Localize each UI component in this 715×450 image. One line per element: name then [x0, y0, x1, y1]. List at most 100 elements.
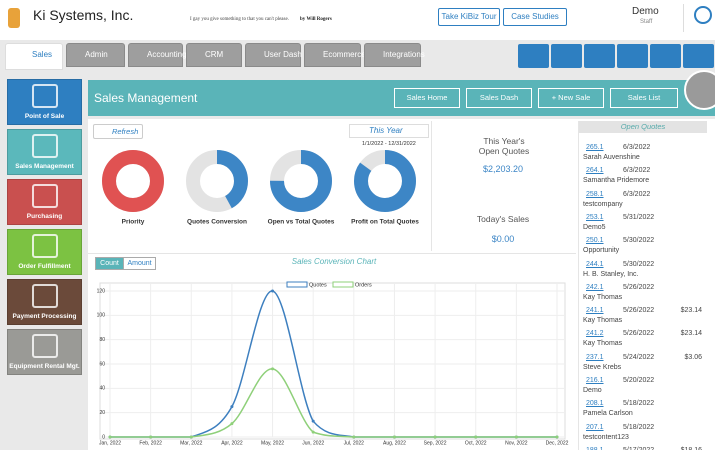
tab[interactable]: User Dash — [245, 43, 302, 67]
quote-date: 5/31/2022 — [623, 213, 655, 221]
tile-icon — [32, 334, 58, 358]
toggle-active[interactable]: Count — [95, 257, 124, 270]
toggle[interactable]: Amount — [123, 257, 156, 270]
y-tick-label: 100 — [97, 313, 106, 319]
y-tick-label: 80 — [99, 337, 105, 343]
quote-amount: $3.06 — [684, 353, 702, 361]
sidebar-tile[interactable]: Order Fulfillment — [7, 229, 82, 275]
x-tick-label: Jul, 2022 — [344, 440, 365, 446]
x-tick-label: Oct, 2022 — [465, 440, 487, 446]
y-tick-label: 60 — [99, 361, 105, 367]
x-tick-label: Sep, 2022 — [424, 440, 447, 446]
quote-date: 5/20/2022 — [623, 377, 655, 384]
y-tick-label: 40 — [99, 386, 105, 392]
point — [555, 435, 559, 439]
period-select[interactable]: This Year — [349, 124, 429, 138]
tab[interactable]: Ecommerce — [304, 43, 366, 67]
legend-label: Quotes — [309, 282, 327, 288]
quote-amount: $23.14 — [680, 307, 702, 315]
x-tick-label: Jun, 2022 — [302, 440, 324, 446]
toolbar-icon[interactable] — [518, 44, 549, 68]
user-name: Demo — [632, 6, 659, 17]
tab[interactable]: Integrations — [364, 43, 425, 67]
tab[interactable]: Accounting — [128, 43, 187, 67]
quote-name: Sarah Auvenshine — [583, 154, 640, 161]
toolbar-icon[interactable] — [584, 44, 615, 68]
quote-number[interactable]: 241.1 — [586, 307, 604, 315]
x-tick-label: Apr, 2022 — [221, 440, 243, 446]
quote-number[interactable]: 237.1 — [586, 353, 604, 361]
quote-name: Pamela Carlson — [583, 410, 633, 418]
x-tick-label: Jan, 2022 — [99, 440, 121, 446]
quote-number[interactable]: 216.1 — [586, 377, 604, 384]
toolbar-icon[interactable] — [617, 44, 648, 68]
toolbar-icon[interactable] — [683, 44, 714, 68]
x-tick-label: Feb, 2022 — [139, 440, 162, 446]
point — [392, 435, 396, 439]
panel-title: Sales Management — [94, 91, 198, 105]
sidebar-tile[interactable]: Purchasing — [7, 179, 82, 225]
donut-label: Quotes Conversion — [187, 219, 247, 226]
tile-icon — [32, 234, 58, 258]
quote-name: testcontent123 — [583, 433, 629, 441]
quote-name: Demo5 — [583, 223, 606, 231]
panel-button[interactable]: + New Sale — [538, 88, 604, 108]
point — [271, 367, 275, 371]
tile-label: Payment Processing — [12, 313, 77, 320]
quote-number[interactable]: 188.1 — [586, 447, 604, 450]
panel-button[interactable]: Sales Home — [394, 88, 460, 108]
sidebar-tile[interactable]: Point of Sale — [7, 79, 82, 125]
tab[interactable]: Admin — [66, 43, 125, 67]
quote-number[interactable]: 244.1 — [586, 260, 604, 268]
tile-label: Equipment Rental Mgt. — [9, 363, 80, 370]
quote-number[interactable]: 241.2 — [586, 330, 604, 338]
donut-arc — [354, 150, 416, 212]
donut-arc — [102, 150, 164, 212]
point — [271, 289, 275, 293]
quote-number[interactable]: 253.1 — [586, 213, 604, 221]
quote-number[interactable]: 265.1 — [586, 144, 604, 151]
quote-date: 5/30/2022 — [623, 260, 655, 268]
power-button[interactable] — [694, 6, 712, 24]
settings-circle[interactable] — [684, 70, 715, 110]
sidebar-tile[interactable]: Sales Management — [7, 129, 82, 175]
point — [311, 430, 315, 434]
quote-number[interactable]: 207.1 — [586, 423, 604, 431]
quote-number[interactable]: 208.1 — [586, 400, 604, 408]
quote-name: testcompany — [583, 200, 623, 208]
panel-button[interactable]: Sales List — [610, 88, 678, 108]
tab[interactable]: CRM — [186, 43, 242, 67]
quote-name: Steve Krebs — [583, 363, 622, 371]
quote-number[interactable]: 264.1 — [586, 167, 604, 175]
quote-number[interactable]: 242.1 — [586, 283, 604, 291]
sidebar-tile[interactable]: Payment Processing — [7, 279, 82, 325]
quote-amount: $18.16 — [660, 447, 702, 450]
toolbar-icon[interactable] — [650, 44, 681, 68]
donut-arc — [270, 150, 332, 212]
chart-title: Sales Conversion Chart — [292, 257, 377, 266]
panel-button[interactable]: Sales Dash — [466, 88, 532, 108]
summary-label: This Year's Open Quotes — [478, 136, 530, 156]
toolbar-icon[interactable] — [551, 44, 582, 68]
point — [149, 435, 153, 439]
point — [230, 405, 234, 409]
sidebar-tile[interactable]: Equipment Rental Mgt. — [7, 329, 82, 375]
quote-name: Kay Thomas — [583, 340, 623, 348]
tab-active[interactable]: Sales — [5, 43, 63, 70]
quote-name: Opportunity — [583, 247, 620, 255]
header-button[interactable]: Take KiBiz Tour — [438, 8, 500, 26]
quote-date: 5/26/2022 — [623, 307, 655, 315]
quote-author: by Will Rogers — [300, 17, 332, 22]
tile-label: Sales Management — [15, 163, 74, 170]
refresh-button[interactable]: Refresh — [93, 124, 143, 139]
point — [189, 435, 193, 439]
quote-name: Samantha Pridemore — [583, 177, 650, 185]
tile-label: Purchasing — [26, 213, 63, 220]
donut-label: Profit on Total Quotes — [351, 219, 419, 226]
quote-number[interactable]: 250.1 — [586, 237, 604, 245]
line-chart: Sales Conversion Chart 0 20 40 60 80 100 120 Jan… — [97, 257, 569, 446]
header-button[interactable]: Case Studies — [503, 8, 567, 26]
x-tick-label: Nov, 2022 — [505, 440, 528, 446]
quote-number[interactable]: 258.1 — [586, 190, 604, 198]
